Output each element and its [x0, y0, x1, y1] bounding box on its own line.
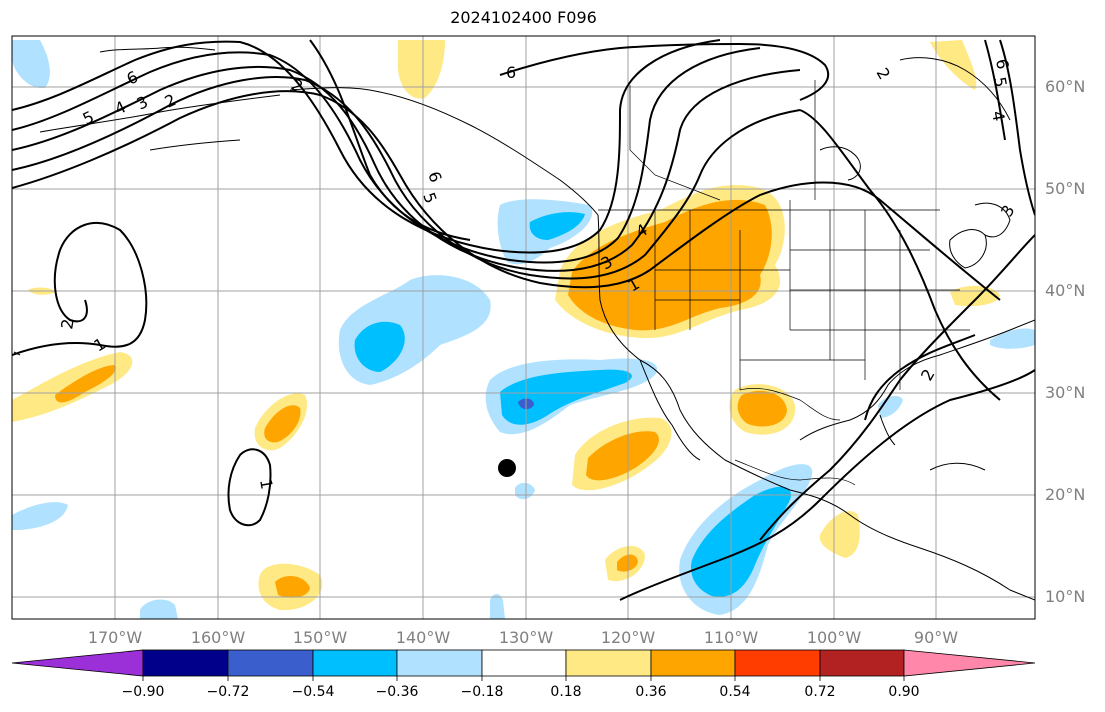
anomaly-core-pacific-northwest: [529, 212, 585, 240]
colorbar-segment-1: [142, 649, 229, 677]
colorbar-tick-3: −0.54: [291, 684, 335, 700]
anomaly-core-south-pacific: [275, 576, 310, 598]
contour-line-5: [12, 39, 721, 254]
anomaly-region-northeast: [930, 40, 977, 90]
lat-label-20n: 20°N: [1045, 485, 1086, 504]
anomaly-core-hawaii: [264, 405, 301, 443]
lon-label-150w: 150°W: [292, 628, 348, 647]
contour-label-12: 2: [57, 317, 77, 330]
graticule: [12, 36, 1035, 619]
anomaly-region-gulf: [819, 511, 860, 558]
anomaly-region-alaska: [397, 40, 445, 99]
colorbar: [11, 649, 1036, 681]
contour-label-18: 4: [988, 109, 1008, 122]
lon-label-110w: 110°W: [703, 628, 759, 647]
colorbar-tick-5: −0.18: [460, 684, 504, 700]
map-title: 2024102400 F096: [450, 8, 597, 27]
colorbar-tick-7: 0.36: [635, 684, 667, 700]
contour-line-9: [12, 221, 148, 356]
contour-label-20: 6: [992, 57, 1012, 70]
colorbar-segment-3: [312, 649, 398, 677]
lon-label-170w: 170°W: [87, 628, 143, 647]
lon-label-90w: 90°W: [913, 628, 959, 647]
contour-line-6: [309, 39, 471, 241]
contour-line-7: [499, 42, 830, 101]
anomaly-region-south-far-west: [12, 502, 68, 530]
colorbar-tick-1: −0.90: [121, 684, 165, 700]
lat-label-50n: 50°N: [1045, 179, 1086, 198]
colorbar-segment-over: [903, 649, 1036, 677]
anomaly-core-central-pacific: [500, 369, 632, 425]
contour-line-8: [799, 109, 1001, 401]
colorbar-tick-9: 0.72: [804, 684, 836, 700]
contour-line-13: [227, 448, 272, 527]
lon-label-100w: 100°W: [806, 628, 862, 647]
lat-label-60n: 60°N: [1045, 77, 1086, 96]
contour-line-11: [759, 234, 1035, 541]
anomaly-region-atlantic: [990, 328, 1035, 349]
lon-label-120w: 120°W: [600, 628, 656, 647]
colorbar-segment-6: [565, 649, 652, 677]
anomaly-core-baja: [586, 431, 659, 481]
colorbar-segment-4: [396, 649, 483, 677]
anomaly-region-small-south: [490, 594, 505, 619]
anomaly-core-eastern-pacific: [690, 486, 791, 597]
colorbar-tick-6: 0.18: [550, 684, 582, 700]
map-frame: [11, 35, 1036, 620]
map-background: [12, 36, 1035, 619]
contour-lines: [12, 39, 1035, 601]
colorbar-tick-8: 0.54: [719, 684, 751, 700]
colorbar-segment-under: [11, 649, 144, 677]
anomaly-core-west-us: [568, 199, 772, 331]
anomaly-region-south-far-west-2: [140, 599, 178, 619]
lon-label-130w: 130°W: [498, 628, 554, 647]
colorbar-tick-4: −0.36: [375, 684, 419, 700]
lat-label-10n: 10°N: [1045, 587, 1086, 606]
colorbar-segment-9: [819, 649, 905, 677]
colorbar-tick-10: 0.90: [888, 684, 920, 700]
contour-line-15: [984, 39, 1006, 141]
political-borders: [598, 80, 970, 486]
colorbar-segment-8: [734, 649, 821, 677]
lon-label-160w: 160°W: [190, 628, 246, 647]
contour-label-14: 1: [256, 477, 276, 490]
contour-line-12: [864, 334, 976, 421]
contour-label-19: 5: [990, 75, 1010, 88]
colorbar-segment-2: [227, 649, 314, 677]
colorbar-segment-5: [481, 649, 567, 677]
anomaly-core-northeast-pacific: [354, 321, 405, 372]
contour-line-14: [999, 39, 1035, 216]
lat-label-30n: 30°N: [1045, 383, 1086, 402]
contour-line-1: [12, 90, 1001, 301]
anomaly-region-florida: [878, 395, 903, 418]
contour-line-2: [12, 76, 801, 280]
lon-label-140w: 140°W: [395, 628, 451, 647]
lat-label-40n: 40°N: [1045, 281, 1086, 300]
anomaly-region-far-northwest: [12, 40, 50, 89]
contour-line-10: [619, 369, 1035, 601]
anomaly-core-mexico: [737, 390, 787, 427]
colorbar-segment-7: [650, 649, 736, 677]
contour-label-6: 6: [506, 63, 516, 82]
colorbar-tick-2: −0.72: [206, 684, 250, 700]
location-marker: [498, 459, 516, 477]
